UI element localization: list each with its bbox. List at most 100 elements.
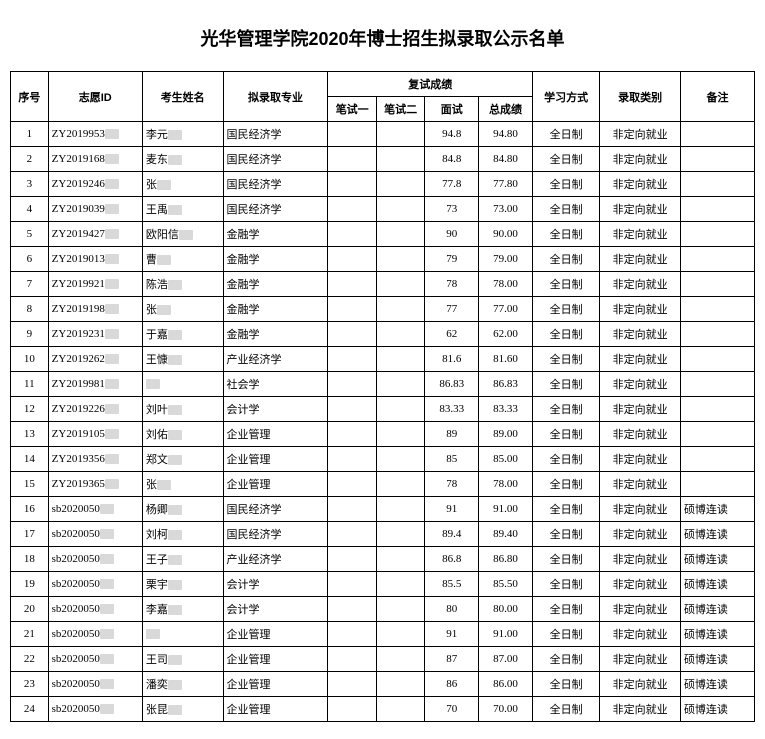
cell-mode: 全日制 <box>532 672 599 697</box>
table-row: 17sb2020050刘柯国民经济学89.489.40全日制非定向就业硕博连读 <box>11 522 755 547</box>
cell-seq: 10 <box>11 347 49 372</box>
cell-seq: 11 <box>11 372 49 397</box>
cell-id: ZY2019356 <box>48 447 142 472</box>
redaction-mark <box>105 179 119 189</box>
table-row: 10ZY2019262王慷产业经济学81.681.60全日制非定向就业 <box>11 347 755 372</box>
cell-id: ZY2019981 <box>48 372 142 397</box>
table-row: 4ZY2019039王禹国民经济学7373.00全日制非定向就业 <box>11 197 755 222</box>
redaction-mark <box>105 354 119 364</box>
cell-type: 非定向就业 <box>600 697 681 722</box>
redaction-mark <box>168 505 182 515</box>
cell-seq: 1 <box>11 122 49 147</box>
cell-interview: 78 <box>425 272 479 297</box>
cell-total: 89.40 <box>479 522 533 547</box>
cell-mode: 全日制 <box>532 647 599 672</box>
cell-mode: 全日制 <box>532 447 599 472</box>
redaction-mark <box>105 379 119 389</box>
cell-interview: 90 <box>425 222 479 247</box>
redaction-mark <box>157 180 171 190</box>
cell-id: ZY2019262 <box>48 347 142 372</box>
cell-written1 <box>328 622 376 647</box>
cell-name: 麦东 <box>142 147 223 172</box>
cell-major: 企业管理 <box>223 472 328 497</box>
cell-written1 <box>328 272 376 297</box>
header-major: 拟录取专业 <box>223 72 328 122</box>
cell-major: 国民经济学 <box>223 122 328 147</box>
cell-name: 刘叶 <box>142 397 223 422</box>
cell-total: 91.00 <box>479 622 533 647</box>
table-row: 6ZY2019013曹金融学7979.00全日制非定向就业 <box>11 247 755 272</box>
cell-type: 非定向就业 <box>600 197 681 222</box>
table-header: 序号 志愿ID 考生姓名 拟录取专业 复试成绩 学习方式 录取类别 备注 笔试一… <box>11 72 755 122</box>
cell-written2 <box>376 347 424 372</box>
cell-mode: 全日制 <box>532 697 599 722</box>
cell-note: 硕博连读 <box>680 572 754 597</box>
cell-total: 83.33 <box>479 397 533 422</box>
cell-name: 栗宇 <box>142 572 223 597</box>
table-row: 16sb2020050杨卿国民经济学9191.00全日制非定向就业硕博连读 <box>11 497 755 522</box>
cell-note: 硕博连读 <box>680 497 754 522</box>
cell-note <box>680 197 754 222</box>
cell-type: 非定向就业 <box>600 222 681 247</box>
table-row: 7ZY2019921陈浩金融学7878.00全日制非定向就业 <box>11 272 755 297</box>
redaction-mark <box>100 529 114 539</box>
cell-written2 <box>376 522 424 547</box>
cell-note <box>680 472 754 497</box>
cell-name: 王禹 <box>142 197 223 222</box>
redaction-mark <box>100 704 114 714</box>
cell-type: 非定向就业 <box>600 297 681 322</box>
cell-id: ZY2019427 <box>48 222 142 247</box>
cell-note: 硕博连读 <box>680 622 754 647</box>
cell-seq: 13 <box>11 422 49 447</box>
cell-name: 杨卿 <box>142 497 223 522</box>
cell-total: 86.83 <box>479 372 533 397</box>
cell-total: 62.00 <box>479 322 533 347</box>
cell-id: ZY2019013 <box>48 247 142 272</box>
cell-interview: 91 <box>425 497 479 522</box>
redaction-mark <box>168 530 182 540</box>
cell-seq: 3 <box>11 172 49 197</box>
cell-note <box>680 272 754 297</box>
redaction-mark <box>168 580 182 590</box>
cell-written1 <box>328 147 376 172</box>
cell-mode: 全日制 <box>532 572 599 597</box>
cell-written2 <box>376 672 424 697</box>
cell-written2 <box>376 497 424 522</box>
cell-written1 <box>328 522 376 547</box>
cell-type: 非定向就业 <box>600 347 681 372</box>
cell-id: sb2020050 <box>48 672 142 697</box>
cell-major: 金融学 <box>223 322 328 347</box>
table-row: 1ZY2019953李元国民经济学94.894.80全日制非定向就业 <box>11 122 755 147</box>
cell-total: 91.00 <box>479 497 533 522</box>
cell-name: 张 <box>142 172 223 197</box>
cell-interview: 85 <box>425 447 479 472</box>
redaction-mark <box>146 629 160 639</box>
cell-interview: 77.8 <box>425 172 479 197</box>
cell-interview: 84.8 <box>425 147 479 172</box>
cell-mode: 全日制 <box>532 597 599 622</box>
cell-name: 王司 <box>142 647 223 672</box>
cell-written2 <box>376 447 424 472</box>
redaction-mark <box>157 480 171 490</box>
cell-note: 硕博连读 <box>680 697 754 722</box>
cell-major: 产业经济学 <box>223 547 328 572</box>
cell-seq: 12 <box>11 397 49 422</box>
table-row: 3ZY2019246张国民经济学77.877.80全日制非定向就业 <box>11 172 755 197</box>
cell-written2 <box>376 372 424 397</box>
cell-id: ZY2019921 <box>48 272 142 297</box>
cell-written2 <box>376 622 424 647</box>
cell-total: 90.00 <box>479 222 533 247</box>
cell-written2 <box>376 247 424 272</box>
redaction-mark <box>168 155 182 165</box>
table-row: 18sb2020050王子产业经济学86.886.80全日制非定向就业硕博连读 <box>11 547 755 572</box>
cell-id: sb2020050 <box>48 622 142 647</box>
cell-total: 70.00 <box>479 697 533 722</box>
cell-id: sb2020050 <box>48 547 142 572</box>
cell-interview: 86 <box>425 672 479 697</box>
cell-interview: 85.5 <box>425 572 479 597</box>
cell-type: 非定向就业 <box>600 122 681 147</box>
header-appid: 志愿ID <box>48 72 142 122</box>
header-w2: 笔试二 <box>376 97 424 122</box>
cell-mode: 全日制 <box>532 297 599 322</box>
cell-written2 <box>376 422 424 447</box>
